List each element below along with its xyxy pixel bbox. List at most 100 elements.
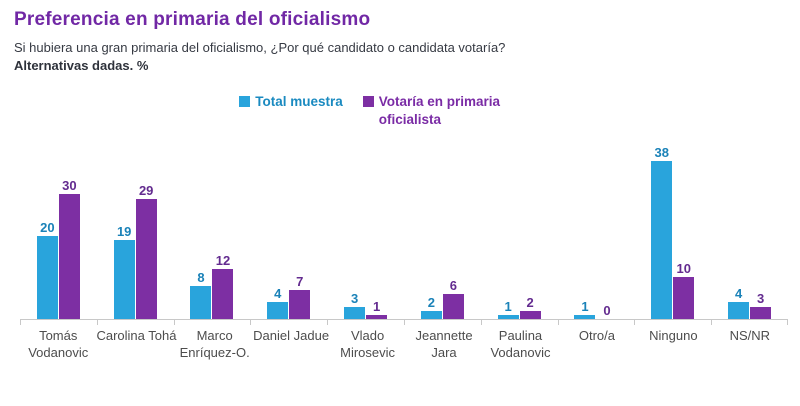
- bar-group: 38 10: [634, 143, 711, 320]
- bar-group: 20 30: [20, 143, 97, 320]
- axis-tick: [557, 320, 559, 326]
- category-label-line: Enríquez-O.: [179, 345, 250, 361]
- bar: [289, 290, 311, 320]
- value-label: 8: [197, 270, 205, 286]
- axis-ticks: [20, 320, 788, 326]
- value-label: 1: [504, 299, 512, 315]
- category-label-line: Daniel Jadue: [253, 328, 330, 344]
- page-title: Preferencia en primaria del oficialismo: [14, 9, 371, 30]
- axis-tick: [173, 320, 175, 326]
- bar: [750, 307, 772, 320]
- value-label: 3: [350, 291, 359, 307]
- bar: [190, 286, 212, 320]
- bar: [728, 302, 750, 320]
- bar: [36, 236, 58, 320]
- value-label: 2: [427, 295, 435, 311]
- legend-swatch-primaria: [362, 96, 374, 107]
- bar-column: 4: [267, 286, 289, 320]
- bar: [574, 315, 596, 320]
- bar: [267, 302, 289, 320]
- axis-tick: [404, 320, 405, 326]
- category-label: Carolina Tohá: [96, 328, 176, 362]
- category-label-line: Vodanovic: [490, 345, 551, 361]
- bar-column: 1: [497, 299, 519, 320]
- category-label: Jeannette Jara: [406, 328, 482, 362]
- bar-column: 2: [420, 295, 442, 320]
- value-label: 1: [372, 299, 381, 315]
- value-label: 2: [526, 295, 534, 311]
- axis-tick: [96, 320, 98, 326]
- bar-column: 0: [596, 304, 617, 319]
- axis-tick: [20, 320, 21, 326]
- bar-column: 2: [519, 295, 541, 320]
- bar-column: 12: [212, 253, 234, 320]
- axis-tick: [250, 320, 252, 326]
- bar: [497, 315, 519, 320]
- chart-legend: Total muestra Votaría en primaria oficia…: [0, 93, 750, 129]
- plot-area: 20 30 19 29 8 12 4 7 3 1 2 6 1 2 1 0 38 10 4 3: [20, 143, 788, 321]
- bar-column: 8: [190, 270, 212, 320]
- bar-column: 10: [673, 261, 695, 320]
- legend-item-total-muestra: Total muestra: [239, 93, 343, 111]
- chart-subtitle: Si hubiera una gran primaria del oficial…: [14, 40, 506, 55]
- bar: [651, 161, 673, 320]
- category-label: Daniel Jadue: [253, 328, 329, 362]
- bar-chart: 20 30 19 29 8 12 4 7 3 1 2 6 1 2 1 0 38 10 4 3 Tomás Vodanov…: [20, 143, 788, 362]
- bar-column: 4: [728, 286, 750, 320]
- axis-tick: [787, 320, 788, 326]
- category-label-line: Vodanovic: [28, 345, 89, 361]
- value-label: 7: [296, 274, 304, 290]
- category-label: Ninguno: [635, 328, 711, 362]
- bar: [420, 311, 442, 320]
- bar-column: 3: [750, 291, 772, 320]
- category-label-line: Otro/a: [578, 328, 615, 344]
- category-label: Paulina Vodanovic: [482, 328, 558, 362]
- value-label: 4: [734, 286, 743, 302]
- bar-group: 8 12: [174, 143, 251, 320]
- value-label: 20: [40, 220, 55, 236]
- bar: [366, 315, 388, 320]
- value-label: 12: [215, 253, 231, 269]
- category-label-line: Tomás: [39, 328, 78, 344]
- category-label: NS/NR: [712, 328, 788, 362]
- bar: [344, 307, 366, 320]
- legend-label-primaria: Votaría en primaria oficialista: [378, 94, 501, 128]
- axis-tick: [480, 320, 482, 326]
- value-label: 10: [676, 261, 691, 277]
- chart-header: Preferencia en primaria del oficialismo …: [0, 0, 800, 73]
- category-label-line: Paulina: [498, 328, 543, 344]
- category-label: Marco Enríquez-O.: [176, 328, 252, 362]
- category-label: Otro/a: [559, 328, 635, 362]
- bar-column: 6: [442, 279, 464, 320]
- bar-column: 1: [366, 299, 388, 320]
- axis-tick: [634, 320, 636, 326]
- value-label: 38: [654, 145, 669, 161]
- value-label: 30: [62, 178, 77, 194]
- bar-column: 1: [574, 299, 596, 320]
- category-label-line: Vlado: [350, 328, 385, 344]
- category-label-line: Jara: [431, 345, 457, 361]
- bar: [212, 269, 234, 320]
- category-label: Vlado Mirosevic: [329, 328, 405, 362]
- bar-column: 3: [344, 291, 366, 320]
- bar-column: 38: [651, 145, 673, 320]
- value-label: 3: [756, 291, 765, 307]
- bar-column: 20: [36, 220, 58, 320]
- bar-group: 19 29: [97, 143, 174, 320]
- bar: [113, 240, 135, 320]
- value-label: 1: [581, 299, 589, 315]
- bar: [519, 311, 541, 320]
- category-label-line: Jeannette: [415, 328, 473, 344]
- bar-column: 30: [58, 178, 80, 320]
- category-labels: Tomás Vodanovic Carolina Tohá Marco Enríquez…: [20, 328, 788, 362]
- category-label-line: Marco: [196, 328, 233, 344]
- value-label: 4: [274, 286, 282, 302]
- legend-label-total: Total muestra: [255, 94, 343, 109]
- value-label: 29: [138, 183, 154, 199]
- value-label: 0: [603, 303, 611, 319]
